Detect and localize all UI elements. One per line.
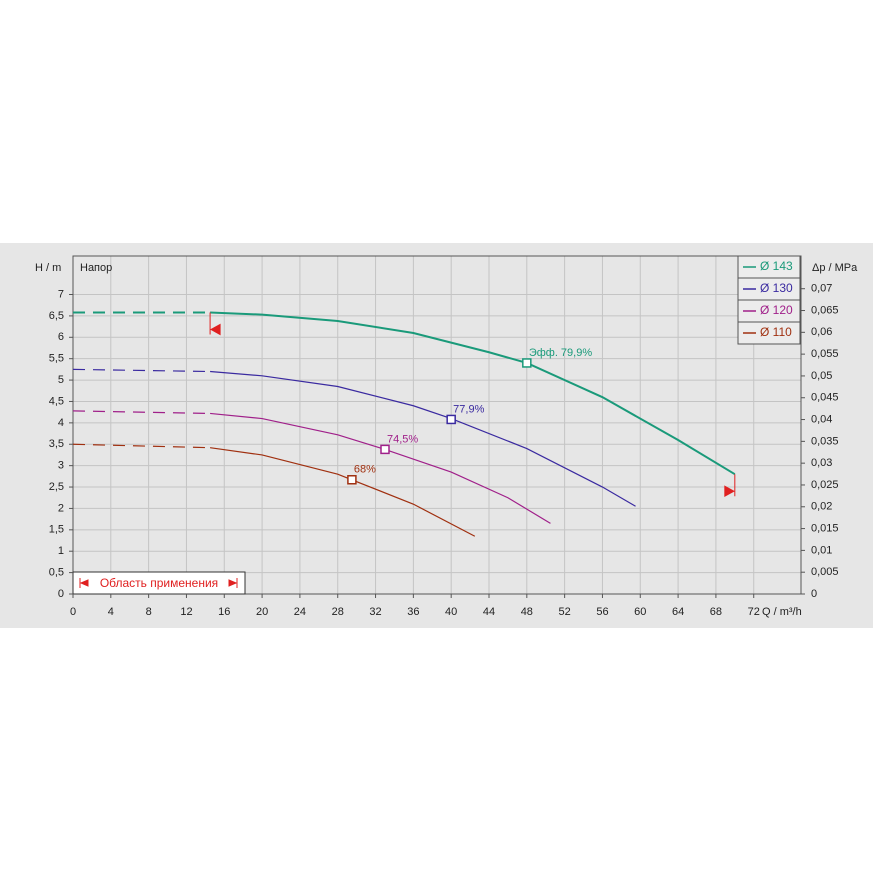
y2-tick-label: 0,055 [811,348,839,360]
x-tick-label: 36 [407,606,419,618]
y2-tick-label: 0,065 [811,304,839,316]
y-tick-label: 6 [58,331,64,343]
efficiency-label: 68% [354,464,376,476]
legend-label: Ø 130 [760,281,793,295]
x-tick-label: 60 [634,606,646,618]
y-tick-label: 3,5 [49,438,64,450]
y2-tick-label: 0,035 [811,435,839,447]
y-title: Напор [80,262,112,274]
y-tick-label: 0,5 [49,567,64,579]
x-tick-label: 56 [596,606,608,618]
range-box [72,571,246,595]
y2-tick-label: 0,06 [811,326,832,338]
y-tick-label: 4,5 [49,395,64,407]
background [0,243,873,628]
y2-tick-label: 0,015 [811,522,839,534]
x-tick-label: 48 [521,606,533,618]
curve-dashed [72,443,211,449]
efficiency-label: 77,9% [453,403,484,415]
y-tick-label: 6,5 [49,310,64,322]
range-end-marker [724,474,736,498]
curve-dashed [72,410,211,415]
y-tick-label: 0 [58,588,64,600]
efficiency-point [522,358,532,368]
range-arrows [79,578,238,588]
x-tick-label: 20 [256,606,268,618]
y2-tick-label: 0,03 [811,457,832,469]
y2-tick-label: 0,005 [811,566,839,578]
y2-tick-label: 0,01 [811,544,832,556]
y-tick-label: 4 [58,417,64,429]
x-tick-label: 72 [748,606,760,618]
efficiency-label: 74,5% [387,433,418,445]
x-tick-label: 68 [710,606,722,618]
range-start-marker [209,312,221,336]
x-tick-label: 24 [294,606,306,618]
efficiency-point [446,414,456,425]
x-tick-label: 44 [483,606,495,618]
x-tick-label: 4 [108,606,114,618]
x-tick-label: 40 [445,606,457,618]
x-tick-label: 52 [559,606,571,618]
y2-tick-label: 0,025 [811,479,839,491]
efficiency-point [380,444,390,455]
y2-tick-label: 0,04 [811,413,832,425]
y2-tick-label: 0 [811,588,817,600]
y-tick-label: 5 [58,374,64,386]
curve-dashed [72,368,211,373]
curve [210,370,636,507]
curve [210,311,736,476]
x-tick-label: 12 [180,606,192,618]
legend-label: Ø 110 [760,325,792,339]
efficiency-label: Эфф. 79,9% [529,347,593,359]
legend-label: Ø 120 [760,303,793,317]
y2-tick-label: 0,045 [811,392,839,404]
y-tick-label: 3 [58,460,64,472]
y-tick-label: 5,5 [49,353,64,365]
y2-tick-label: 0,07 [811,283,832,295]
y-tick-label: 1 [58,545,64,557]
x-tick-label: 8 [146,606,152,618]
curve [210,447,476,537]
y-tick-label: 7 [58,288,64,300]
y2-tick-label: 0,02 [811,501,832,513]
x-tick-label: 32 [369,606,381,618]
y2-tick-label: 0,05 [811,370,832,382]
legend-label: Ø 143 [760,259,793,273]
plot-frame [72,255,802,595]
y-tick-label: 2 [58,502,64,514]
y-tick-label: 2,5 [49,481,64,493]
x-tick-label: 0 [70,606,76,618]
x-tick-label: 16 [218,606,230,618]
y-axis-label: H / m [35,262,61,274]
x-tick-label: 28 [332,606,344,618]
x-axis-label: Q / m³/h [762,606,802,618]
y2-axis-label: Δp / MPa [812,262,858,274]
y-tick-label: 1,5 [49,524,64,536]
x-tick-label: 64 [672,606,684,618]
range-label: Область применения [100,576,218,590]
efficiency-point [347,475,357,485]
